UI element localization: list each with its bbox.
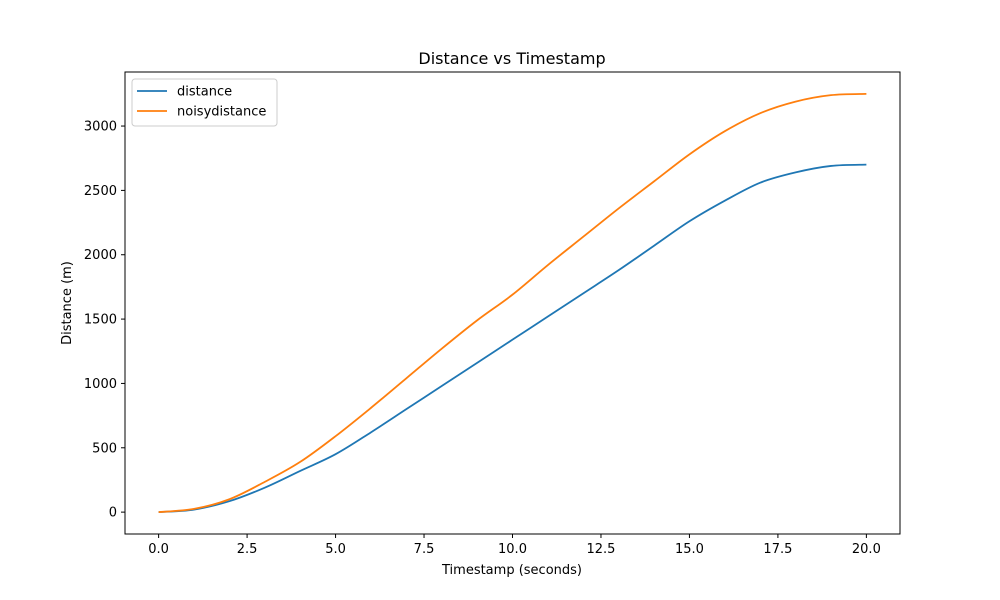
y-tick-label: 2500 [84,184,117,199]
legend-label-noisydistance: noisydistance [177,105,266,120]
series-line-distance [158,163,867,514]
chart-title: Distance vs Timestamp [418,49,605,68]
y-axis-label: Distance (m) [60,261,75,345]
x-axis: 0.0 2.5 5.0 7.5 10.0 12.5 15.0 17.5 20.0 [148,534,881,557]
legend-box [131,78,278,127]
x-tick-label: 2.5 [237,542,258,557]
x-tick-label: 0.0 [148,542,169,557]
x-tick-label: 7.5 [414,542,435,557]
y-tick-label: 1000 [84,377,117,392]
x-tick-label: 17.5 [763,542,792,557]
legend-label-distance: distance [177,85,232,100]
x-tick-label: 15.0 [675,542,704,557]
y-tick-label: 3000 [84,120,117,135]
legend: distance noisydistance [131,78,278,127]
x-tick-label: 5.0 [325,542,346,557]
y-tick-label: 2000 [84,248,117,263]
x-tick-label: 10.0 [498,542,527,557]
plot-lines [158,92,867,514]
x-axis-label: Timestamp (seconds) [441,563,582,578]
series-line-noisydistance [158,92,867,514]
x-tick-label: 20.0 [852,542,881,557]
y-tick-label: 0 [109,506,117,521]
y-axis: 0 500 1000 1500 2000 2500 3000 [84,120,125,521]
y-tick-label: 500 [92,441,117,456]
y-tick-label: 1500 [84,313,117,328]
x-tick-label: 12.5 [586,542,615,557]
